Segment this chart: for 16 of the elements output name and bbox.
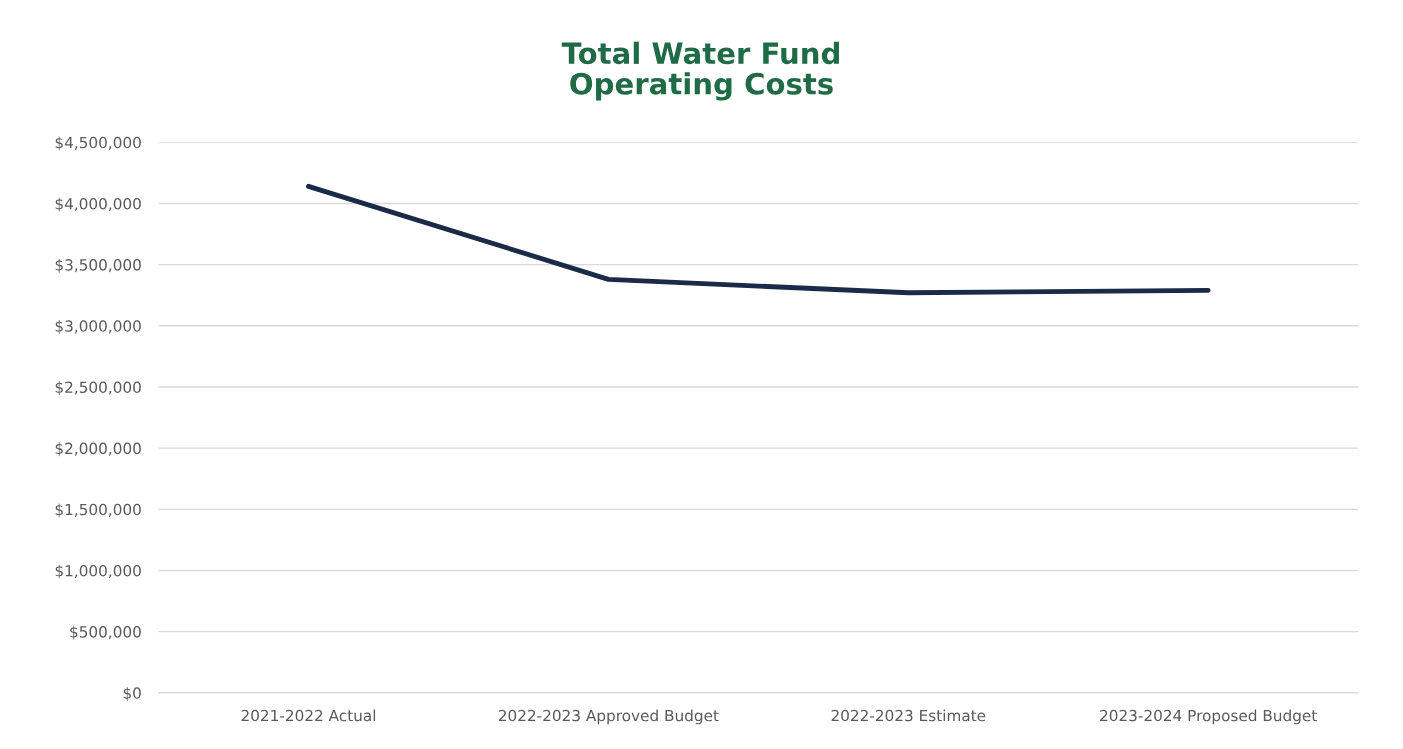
y-tick-label: $4,500,000 xyxy=(55,136,141,151)
chart-title: Total Water Fund Operating Costs xyxy=(561,41,839,101)
x-tick-label: 2021-2022 Actual xyxy=(241,709,376,722)
x-tick-label: 2022-2023 Approved Budget xyxy=(498,709,719,725)
y-tick-label: $3,000,000 xyxy=(55,320,141,334)
y-tick-label: $3,500,000 xyxy=(55,258,141,273)
y-tick-label: $2,000,000 xyxy=(55,442,141,457)
y-tick-label: $1,500,000 xyxy=(55,503,141,518)
y-tick-label: $1,000,000 xyxy=(55,564,141,579)
y-tick-label: $4,000,000 xyxy=(55,197,141,212)
y-tick-label: $500,000 xyxy=(70,625,141,640)
x-tick-label: 2022-2023 Estimate xyxy=(831,709,986,722)
x-tick-label: 2023-2024 Proposed Budget xyxy=(1100,709,1317,725)
y-tick-label: $2,500,000 xyxy=(55,381,141,396)
y-tick-label: $0 xyxy=(123,687,141,701)
line-series xyxy=(306,183,1211,296)
